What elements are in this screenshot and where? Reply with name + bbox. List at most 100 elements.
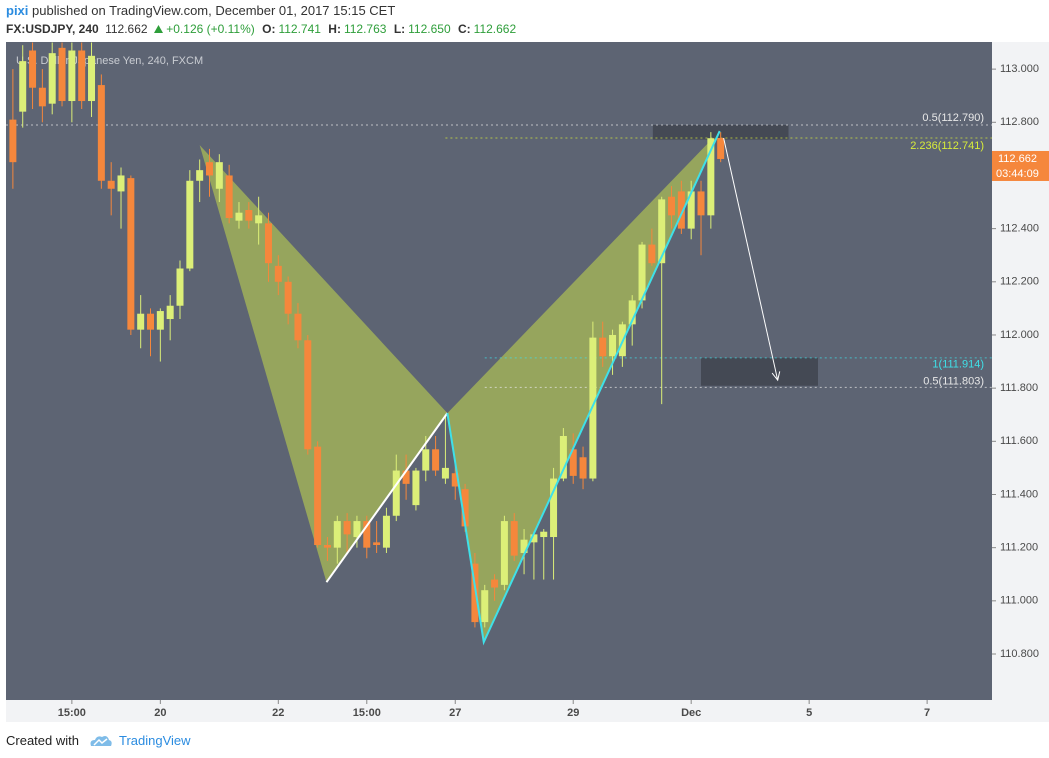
last-price-box bbox=[992, 150, 1049, 181]
y-tick-label: 112.200 bbox=[1000, 276, 1039, 288]
candle-body bbox=[294, 313, 302, 341]
candle-body bbox=[599, 337, 607, 357]
candle-body bbox=[628, 300, 636, 325]
x-tick-label: 5 bbox=[806, 707, 812, 719]
candle-body bbox=[147, 313, 155, 330]
candle-body bbox=[658, 199, 666, 264]
candle-body bbox=[97, 85, 105, 181]
candle-body bbox=[323, 545, 331, 548]
publish-line: pixi published on TradingView.com, Decem… bbox=[6, 3, 395, 18]
candle-body bbox=[215, 162, 223, 189]
x-tick-label: 27 bbox=[449, 707, 461, 719]
candle-body bbox=[137, 313, 145, 330]
candle-body bbox=[245, 210, 253, 221]
ohlc-value: 112.741 bbox=[278, 22, 321, 36]
candle-body bbox=[687, 191, 695, 229]
brand[interactable]: TradingView bbox=[118, 733, 191, 748]
change: +0.126 (+0.11%) bbox=[166, 22, 255, 36]
ohlc-value: 112.662 bbox=[473, 22, 517, 36]
fib-label: 0.5(111.803) bbox=[923, 375, 984, 387]
x-tick-label: Dec bbox=[681, 707, 701, 719]
pattern-fill bbox=[199, 145, 448, 583]
candle-body bbox=[166, 305, 174, 320]
candle-body bbox=[38, 87, 46, 107]
candle-body bbox=[255, 215, 263, 224]
candle-body bbox=[127, 178, 135, 330]
candle-body bbox=[609, 334, 617, 357]
candle-body bbox=[471, 563, 479, 623]
ohlc-label: O: bbox=[262, 22, 276, 36]
candle-body bbox=[205, 162, 213, 176]
ohlc-label: C: bbox=[457, 22, 471, 36]
candle-body bbox=[648, 244, 656, 264]
x-tick-label: 7 bbox=[924, 707, 930, 719]
candle-body bbox=[58, 47, 66, 102]
candle-body bbox=[264, 223, 272, 264]
candle-body bbox=[48, 53, 56, 104]
candle-body bbox=[9, 119, 17, 163]
candle-body bbox=[88, 55, 96, 102]
ohlc-label: L: bbox=[393, 22, 406, 36]
last-price-label: 112.662 bbox=[998, 153, 1037, 165]
symbol: FX:USDJPY, 240 bbox=[6, 22, 99, 36]
pattern-leg bbox=[325, 412, 449, 583]
candle-body bbox=[343, 521, 351, 535]
candle-body bbox=[353, 521, 361, 538]
candle-body bbox=[461, 489, 469, 527]
candle-body bbox=[432, 449, 440, 471]
candle-body bbox=[510, 521, 518, 556]
y-tick-label: 111.400 bbox=[1000, 488, 1038, 500]
candle-body bbox=[677, 191, 685, 229]
candle-body bbox=[451, 473, 459, 487]
y-tick-label: 112.400 bbox=[1000, 223, 1039, 235]
x-tick-label: 29 bbox=[567, 707, 579, 719]
candle-body bbox=[638, 244, 646, 301]
candle-body bbox=[235, 212, 243, 221]
fib-label: 0.5(112.790) bbox=[922, 112, 984, 124]
x-tick-label: 15:00 bbox=[353, 707, 381, 719]
y-tick-label: 110.800 bbox=[1000, 648, 1039, 660]
candle-body bbox=[29, 50, 37, 88]
candle-body bbox=[373, 542, 381, 546]
candle-body bbox=[579, 457, 587, 479]
candle-body bbox=[540, 531, 548, 538]
candle-body bbox=[117, 175, 125, 192]
candle-body bbox=[559, 436, 567, 479]
fib-label: 2.236(112.741) bbox=[910, 140, 984, 152]
candle-body bbox=[186, 180, 194, 269]
candle-body bbox=[333, 521, 341, 548]
candle-body bbox=[284, 281, 292, 314]
logo bbox=[90, 735, 112, 746]
chart-title: U.S. Dollar/Japanese Yen, 240, FXCM bbox=[16, 55, 203, 67]
pattern-leg bbox=[446, 130, 721, 646]
y-tick-label: 111.800 bbox=[1000, 382, 1038, 394]
candle-body bbox=[441, 467, 449, 479]
candle-body bbox=[156, 311, 164, 330]
candle-body bbox=[412, 470, 420, 506]
candle-body bbox=[668, 196, 676, 216]
candle-body bbox=[402, 470, 410, 484]
target-zone bbox=[701, 357, 818, 386]
chart: U.S. Dollar/Japanese Yen, 240, FXCM 110.8… bbox=[6, 42, 1049, 722]
ohlc-value: 112.650 bbox=[408, 22, 451, 36]
candle-body bbox=[550, 478, 558, 538]
candle-body bbox=[530, 534, 538, 543]
ohlc-label: H: bbox=[328, 22, 341, 36]
published: published on TradingView.com, December 0… bbox=[32, 3, 396, 18]
candle-body bbox=[225, 175, 233, 218]
fib-label: 1(111.914) bbox=[932, 359, 984, 371]
candle-body bbox=[500, 521, 508, 585]
candle-body bbox=[422, 449, 430, 471]
y-tick-label: 112.000 bbox=[1000, 329, 1039, 341]
candle-body bbox=[481, 590, 489, 623]
ohlc-value: 112.763 bbox=[343, 22, 387, 36]
y-tick-label: 112.800 bbox=[1000, 116, 1039, 128]
projection-arrow bbox=[723, 137, 779, 381]
candle-body bbox=[363, 521, 371, 548]
candle-body bbox=[68, 50, 76, 102]
candle-body bbox=[274, 265, 282, 282]
author[interactable]: pixi bbox=[6, 3, 29, 18]
created-with: Created with bbox=[6, 733, 79, 748]
x-tick-label: 20 bbox=[154, 707, 166, 719]
